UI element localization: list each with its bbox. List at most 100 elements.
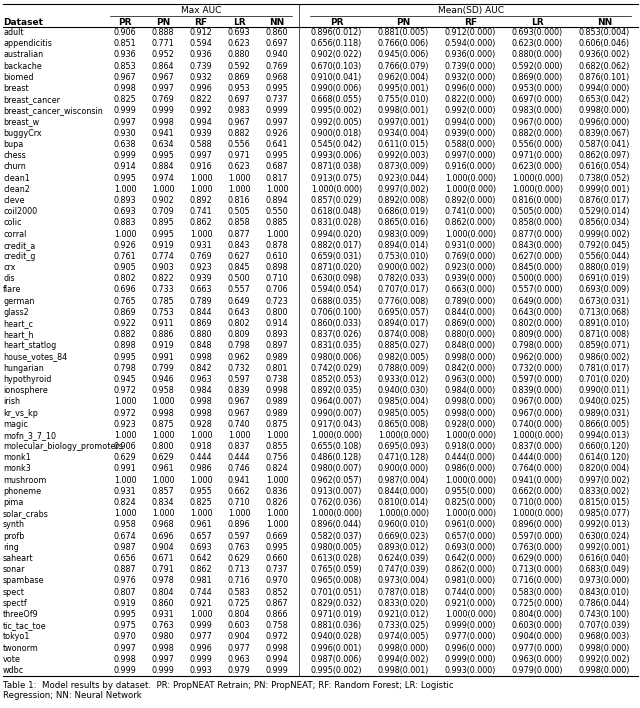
Text: 0.716: 0.716 — [228, 576, 250, 586]
Text: 0.923: 0.923 — [114, 420, 136, 429]
Text: 0.902: 0.902 — [152, 196, 174, 205]
Text: 0.660(0.120): 0.660(0.120) — [579, 442, 630, 451]
Text: 0.862: 0.862 — [189, 218, 212, 227]
Text: 0.693: 0.693 — [189, 543, 212, 552]
Text: 0.980: 0.980 — [152, 632, 174, 641]
Text: 0.822(0.000): 0.822(0.000) — [445, 96, 496, 104]
Text: sonar: sonar — [3, 565, 26, 574]
Text: 1.000(0.000): 1.000(0.000) — [445, 431, 496, 440]
Text: ring: ring — [3, 543, 19, 552]
Text: 0.997: 0.997 — [189, 152, 212, 160]
Text: breast: breast — [3, 84, 29, 93]
Text: 0.592(0.000): 0.592(0.000) — [512, 62, 563, 71]
Text: 0.732(0.000): 0.732(0.000) — [512, 364, 563, 373]
Text: 0.713: 0.713 — [228, 565, 250, 574]
Text: 1.000(0.000): 1.000(0.000) — [445, 610, 496, 619]
Text: 0.986(0.000): 0.986(0.000) — [445, 464, 496, 474]
Text: 0.998: 0.998 — [266, 644, 289, 653]
Text: 0.629(0.000): 0.629(0.000) — [512, 554, 563, 563]
Text: crx: crx — [3, 263, 15, 272]
Text: 0.893: 0.893 — [114, 196, 136, 205]
Text: 0.914: 0.914 — [114, 162, 136, 171]
Text: 1.000(0.000): 1.000(0.000) — [311, 431, 362, 440]
Text: 0.897: 0.897 — [266, 341, 289, 350]
Text: 0.992(0.002): 0.992(0.002) — [579, 655, 630, 663]
Text: 0.624(0.039): 0.624(0.039) — [378, 554, 429, 563]
Text: 0.998(0.001): 0.998(0.001) — [378, 666, 429, 675]
Text: 0.990(0.007): 0.990(0.007) — [311, 409, 362, 418]
Text: 0.968(0.003): 0.968(0.003) — [579, 632, 630, 641]
Text: 0.869(0.000): 0.869(0.000) — [512, 73, 563, 82]
Text: 0.592: 0.592 — [228, 62, 250, 71]
Text: 0.967: 0.967 — [152, 73, 174, 82]
Text: 0.999: 0.999 — [152, 666, 175, 675]
Text: 0.782(0.033): 0.782(0.033) — [378, 274, 429, 283]
Text: 0.936: 0.936 — [189, 50, 212, 59]
Text: 0.683(0.049): 0.683(0.049) — [579, 565, 630, 574]
Text: 0.881(0.036): 0.881(0.036) — [311, 621, 362, 630]
Text: 0.529(0.014): 0.529(0.014) — [579, 207, 630, 216]
Text: 0.912(0.000): 0.912(0.000) — [445, 28, 496, 37]
Text: 0.693(0.009): 0.693(0.009) — [579, 285, 630, 295]
Text: 0.594(0.054): 0.594(0.054) — [311, 285, 362, 295]
Text: bupa: bupa — [3, 140, 23, 149]
Text: 0.744(0.000): 0.744(0.000) — [445, 588, 496, 597]
Text: 0.763(0.000): 0.763(0.000) — [512, 543, 563, 552]
Text: 0.769: 0.769 — [152, 96, 174, 104]
Text: 0.742(0.029): 0.742(0.029) — [310, 364, 362, 373]
Text: 0.822: 0.822 — [189, 96, 212, 104]
Text: 0.691(0.019): 0.691(0.019) — [579, 274, 630, 283]
Text: 0.802: 0.802 — [228, 319, 250, 328]
Text: 0.860: 0.860 — [152, 599, 174, 607]
Text: 0.998: 0.998 — [152, 118, 174, 127]
Text: 0.630(0.098): 0.630(0.098) — [311, 274, 362, 283]
Text: 0.656(0.118): 0.656(0.118) — [311, 39, 362, 48]
Text: 0.848(0.000): 0.848(0.000) — [445, 341, 496, 350]
Text: 0.999: 0.999 — [113, 152, 136, 160]
Text: 0.845: 0.845 — [228, 263, 250, 272]
Text: 0.923(0.000): 0.923(0.000) — [445, 263, 496, 272]
Text: 0.606(0.046): 0.606(0.046) — [579, 39, 630, 48]
Text: 0.597: 0.597 — [228, 375, 250, 384]
Text: 0.869: 0.869 — [114, 308, 136, 317]
Text: 0.866(0.005): 0.866(0.005) — [579, 420, 630, 429]
Text: 1.000: 1.000 — [266, 520, 288, 530]
Text: monk1: monk1 — [3, 453, 31, 462]
Text: 0.663: 0.663 — [189, 285, 212, 295]
Text: PN: PN — [156, 18, 170, 26]
Text: 0.670(0.103): 0.670(0.103) — [311, 62, 362, 71]
Text: 0.687: 0.687 — [266, 162, 288, 171]
Text: 0.896: 0.896 — [228, 520, 250, 530]
Text: 1.000: 1.000 — [189, 476, 212, 485]
Text: 0.817: 0.817 — [266, 173, 288, 183]
Text: 1.000(0.000): 1.000(0.000) — [445, 185, 496, 194]
Text: 0.763: 0.763 — [152, 621, 174, 630]
Text: 0.995: 0.995 — [266, 543, 289, 552]
Text: 0.733: 0.733 — [152, 285, 174, 295]
Text: 0.960(0.010): 0.960(0.010) — [378, 520, 429, 530]
Text: 0.798: 0.798 — [114, 364, 136, 373]
Text: 0.693: 0.693 — [228, 28, 250, 37]
Text: 0.921(0.000): 0.921(0.000) — [445, 599, 496, 607]
Text: 0.976: 0.976 — [114, 576, 136, 586]
Text: 0.999(0.000): 0.999(0.000) — [445, 621, 496, 630]
Text: 0.898: 0.898 — [114, 341, 136, 350]
Text: 0.989: 0.989 — [266, 397, 289, 406]
Text: 0.996(0.000): 0.996(0.000) — [579, 118, 630, 127]
Text: adult: adult — [3, 28, 24, 37]
Text: 0.995: 0.995 — [113, 353, 136, 362]
Text: hungarian: hungarian — [3, 364, 44, 373]
Text: 0.977: 0.977 — [189, 632, 212, 641]
Text: 0.990(0.006): 0.990(0.006) — [311, 84, 362, 93]
Text: 0.583(0.000): 0.583(0.000) — [512, 588, 563, 597]
Text: 0.892: 0.892 — [189, 196, 212, 205]
Text: 0.746: 0.746 — [228, 464, 250, 474]
Text: 0.444: 0.444 — [228, 453, 250, 462]
Text: spect: spect — [3, 588, 25, 597]
Text: 0.623(0.000): 0.623(0.000) — [512, 162, 563, 171]
Text: 0.931(0.000): 0.931(0.000) — [445, 241, 496, 250]
Text: kr_vs_kp: kr_vs_kp — [3, 409, 38, 418]
Text: 0.968: 0.968 — [152, 520, 174, 530]
Text: 1.000: 1.000 — [266, 431, 288, 440]
Text: 0.657: 0.657 — [189, 532, 212, 541]
